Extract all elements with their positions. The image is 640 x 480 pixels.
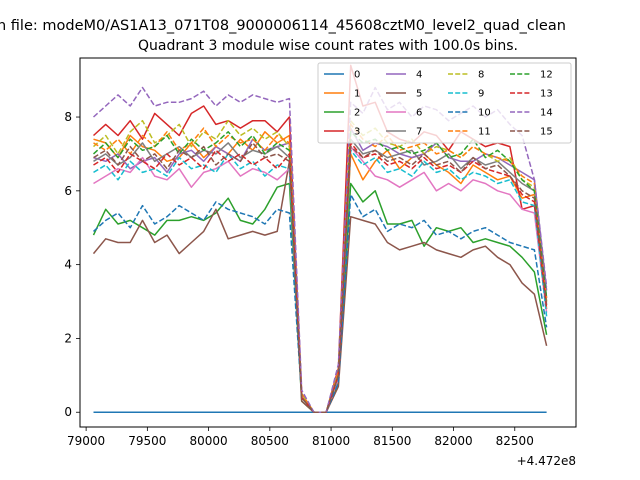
- y-tick-label: 4: [64, 258, 72, 272]
- legend-label: 7: [416, 127, 422, 138]
- y-tick-label: 0: [64, 405, 72, 419]
- x-tick-label: 79500: [128, 434, 166, 448]
- legend-entry-7: 7: [386, 127, 422, 138]
- series-line-15: [93, 142, 548, 413]
- legend-entry-2: 2: [324, 108, 360, 119]
- series-line-7: [93, 138, 548, 413]
- chart-title: Quadrant 3 module wise count rates with …: [138, 38, 518, 54]
- legend-label: 15: [540, 127, 553, 138]
- legend-label: 8: [478, 70, 484, 81]
- y-axis: 0 2 4 6 8: [64, 110, 80, 419]
- legend-label: 2: [354, 108, 360, 119]
- legend-entry-6: 6: [386, 108, 422, 119]
- legend-label: 14: [540, 108, 553, 119]
- legend-label: 6: [416, 108, 422, 119]
- x-tick-label: 82500: [496, 434, 534, 448]
- legend-entry-13: 13: [510, 89, 553, 100]
- y-tick-label: 2: [64, 331, 72, 345]
- legend-entry-10: 10: [448, 108, 491, 119]
- legend-label: 0: [354, 70, 360, 81]
- legend-entry-9: 9: [448, 89, 484, 100]
- figure-suptitle: n file: modeM0/AS1A13_071T08_9000006114_…: [0, 18, 566, 34]
- legend-entry-1: 1: [324, 89, 360, 100]
- series-line-2: [92, 182, 548, 413]
- legend-entry-14: 14: [510, 108, 553, 119]
- legend-label: 10: [478, 108, 491, 119]
- legend-entry-4: 4: [386, 70, 422, 81]
- legend-entry-12: 12: [510, 70, 553, 81]
- x-tick-label: 79000: [67, 434, 105, 448]
- series-line-11: [93, 123, 548, 413]
- x-offset-label: +4.472e8: [517, 454, 576, 468]
- x-tick-label: 81500: [373, 434, 411, 448]
- series-line-6: [93, 145, 548, 413]
- series-line-9: [93, 149, 548, 413]
- legend-label: 4: [416, 70, 422, 81]
- legend-label: 3: [354, 127, 360, 138]
- series-line-13: [93, 142, 548, 413]
- legend-entry-5: 5: [386, 89, 422, 100]
- legend-entry-15: 15: [510, 127, 553, 138]
- series-line-4: [93, 127, 548, 413]
- legend-label: 13: [540, 89, 553, 100]
- x-axis: 79000 79500 80000 80500 81000 81500 82000 82500: [67, 427, 534, 448]
- legend-entry-11: 11: [448, 127, 491, 138]
- x-tick-label: 82000: [434, 434, 472, 448]
- series-line-5: [92, 160, 548, 413]
- y-tick-label: 8: [64, 110, 72, 124]
- x-tick-label: 80500: [251, 434, 289, 448]
- x-tick-label: 80000: [189, 434, 227, 448]
- legend-label: 9: [478, 89, 484, 100]
- x-tick-label: 81000: [312, 434, 350, 448]
- y-tick-label: 6: [64, 184, 72, 198]
- legend-label: 5: [416, 89, 422, 100]
- axes-frame: [79, 57, 577, 428]
- series-line-14: [92, 86, 548, 413]
- legend-frame: [317, 62, 572, 144]
- legend-entry-8: 8: [448, 70, 484, 81]
- legend-label: 12: [540, 70, 553, 81]
- legend-entry-0: 0: [324, 70, 360, 81]
- legend-entry-3: 3: [324, 127, 360, 138]
- legend-label: 1: [354, 89, 360, 100]
- legend-label: 11: [478, 127, 491, 138]
